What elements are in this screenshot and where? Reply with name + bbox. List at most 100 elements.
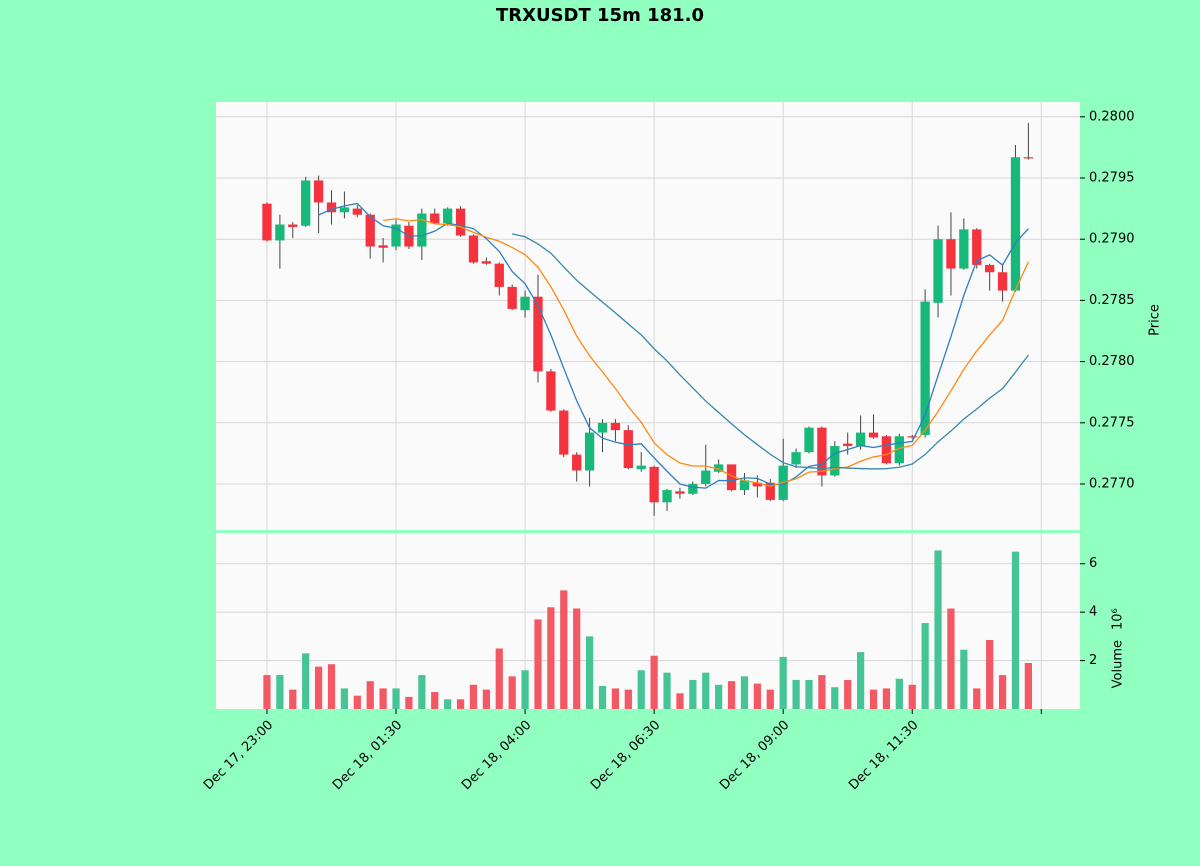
- candle-body: [636, 465, 646, 470]
- candle-body: [572, 454, 582, 471]
- volume-bar: [327, 664, 336, 709]
- volume-bar: [495, 648, 503, 709]
- volume-bar: [534, 619, 542, 709]
- volume-bar: [444, 699, 452, 709]
- y-tick-label: 0.2790: [1089, 232, 1135, 247]
- volume-bar: [908, 684, 916, 709]
- volume-bar: [973, 688, 981, 709]
- candle-body: [1010, 157, 1021, 291]
- candle-body: [288, 224, 298, 227]
- volume-bar: [263, 675, 271, 709]
- candle-body: [843, 443, 853, 447]
- volume-axis-label: Volume: [1111, 640, 1126, 688]
- candle-body: [752, 482, 763, 487]
- y-tick-label: 0.2770: [1089, 476, 1135, 491]
- candle-body: [714, 464, 724, 472]
- volume-bar: [792, 679, 800, 709]
- candle-body: [623, 430, 633, 469]
- candle-body: [339, 207, 350, 213]
- volume-bar: [431, 692, 439, 709]
- candle-body: [1023, 157, 1034, 159]
- volume-bar: [702, 672, 710, 709]
- volume-bar: [379, 688, 387, 709]
- candle-body: [584, 432, 595, 471]
- moving-average-line: [318, 202, 1029, 489]
- candle-body: [817, 427, 827, 476]
- volume-bar: [856, 652, 865, 709]
- y-tick-label: 0.2780: [1089, 354, 1135, 369]
- candle-body: [739, 480, 750, 491]
- x-tick-label: Dec 18, 09:00: [717, 718, 792, 793]
- volume-bar: [934, 550, 942, 709]
- volume-bar: [482, 689, 490, 709]
- marks: [262, 122, 1034, 709]
- volume-bar: [573, 608, 581, 709]
- volume-bar: [456, 699, 465, 709]
- volume-bar: [314, 666, 323, 709]
- moving-average-line: [383, 218, 1029, 487]
- volume-bar: [560, 590, 568, 709]
- candle-body: [765, 482, 775, 500]
- candle-body: [907, 436, 917, 438]
- candle-body: [533, 296, 543, 372]
- volume-bar: [547, 607, 555, 709]
- volume-bar: [353, 695, 361, 709]
- volume-bar: [611, 688, 620, 709]
- candle-body: [559, 410, 569, 455]
- x-tick-label: Dec 18, 04:00: [459, 718, 534, 793]
- volume-bar: [986, 640, 994, 709]
- volume-bar: [469, 684, 478, 709]
- volume-bar: [650, 655, 658, 709]
- candle-body: [701, 470, 711, 484]
- candle-body: [881, 436, 892, 464]
- candle-body: [262, 203, 272, 241]
- candle-body: [313, 180, 324, 203]
- candle-body: [520, 296, 530, 311]
- candle-body: [326, 202, 337, 213]
- volume-bar: [766, 689, 774, 709]
- chart-title: TRXUSDT 15m 181.0: [496, 5, 704, 26]
- y-axis-label: Price: [1148, 304, 1163, 336]
- candle-body: [352, 208, 362, 215]
- y-tick-label: 0.2785: [1089, 293, 1135, 308]
- volume-bar: [340, 688, 349, 709]
- volume-bar: [740, 676, 749, 709]
- candle-body: [455, 208, 466, 236]
- candle-body: [985, 264, 995, 273]
- candle-body: [275, 224, 285, 241]
- volume-bar: [998, 675, 1007, 709]
- candle-body: [997, 272, 1008, 291]
- y-tick-label: 0.2775: [1089, 415, 1135, 430]
- volume-bar: [663, 672, 671, 709]
- volume-bar: [921, 623, 929, 709]
- volume-bar: [1024, 663, 1032, 709]
- candle-body: [481, 261, 492, 264]
- candle-body: [610, 422, 621, 431]
- volume-bar: [805, 679, 813, 709]
- volume-bar: [366, 681, 374, 709]
- volume-bar: [727, 681, 736, 709]
- volume-bar: [521, 670, 529, 709]
- candle-body: [804, 427, 814, 453]
- candle-body: [972, 229, 982, 265]
- volume-bar: [895, 678, 903, 709]
- volume-bar: [418, 675, 426, 709]
- volume-bar: [405, 696, 413, 709]
- volume-bar: [1011, 551, 1020, 709]
- volume-bar: [882, 688, 891, 709]
- candle-body: [417, 213, 427, 247]
- moving-average-line: [512, 233, 1029, 470]
- candle-body: [468, 235, 479, 263]
- volume-bar: [598, 686, 607, 709]
- volume-bar: [302, 653, 310, 709]
- candle-body: [494, 263, 504, 287]
- candle-body: [301, 180, 311, 226]
- candle-body: [726, 464, 737, 491]
- candle-body: [378, 245, 388, 248]
- volume-bar: [753, 683, 761, 709]
- volume-bar: [585, 636, 594, 709]
- volume-tick-label: 4: [1089, 605, 1097, 620]
- x-tick-label: Dec 18, 06:30: [588, 718, 663, 793]
- volume-bar: [960, 649, 968, 709]
- candle-body: [507, 286, 517, 309]
